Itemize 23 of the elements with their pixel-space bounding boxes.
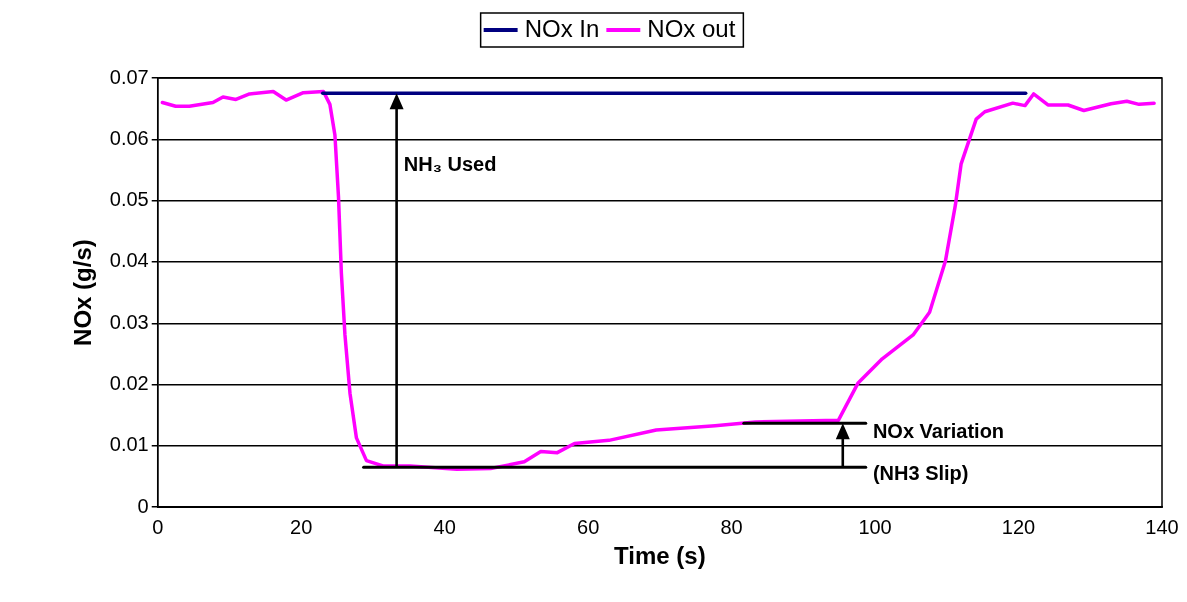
legend-label: NOx out bbox=[647, 14, 736, 42]
y-tick-label: 0.07 bbox=[109, 65, 149, 88]
x-tick-label: 120 bbox=[1001, 515, 1036, 538]
y-tick-label: 0.02 bbox=[109, 372, 149, 395]
x-tick-label: 40 bbox=[433, 515, 456, 538]
x-tick-label: 20 bbox=[290, 515, 313, 538]
x-axis-title: Time (s) bbox=[614, 542, 706, 570]
y-tick-label: 0.04 bbox=[109, 249, 149, 272]
annotation: NH₃ Used bbox=[403, 153, 497, 176]
x-tick-label: 80 bbox=[720, 515, 743, 538]
x-tick-label: 100 bbox=[858, 515, 892, 538]
annotation: (NH3 Slip) bbox=[872, 462, 969, 485]
y-tick-label: 0.03 bbox=[109, 310, 149, 333]
legend-label: NOx In bbox=[524, 14, 600, 42]
x-tick-label: 0 bbox=[152, 515, 164, 538]
y-tick-label: 0 bbox=[137, 494, 149, 517]
y-tick-label: 0.06 bbox=[109, 126, 149, 149]
annotation: NOx Variation bbox=[872, 419, 1005, 442]
y-tick-label: 0.05 bbox=[109, 188, 149, 211]
x-tick-label: 140 bbox=[1145, 515, 1179, 538]
x-tick-label: 60 bbox=[577, 515, 600, 538]
y-axis-title: NOx (g/s) bbox=[69, 239, 97, 346]
y-tick-label: 0.01 bbox=[109, 433, 149, 456]
